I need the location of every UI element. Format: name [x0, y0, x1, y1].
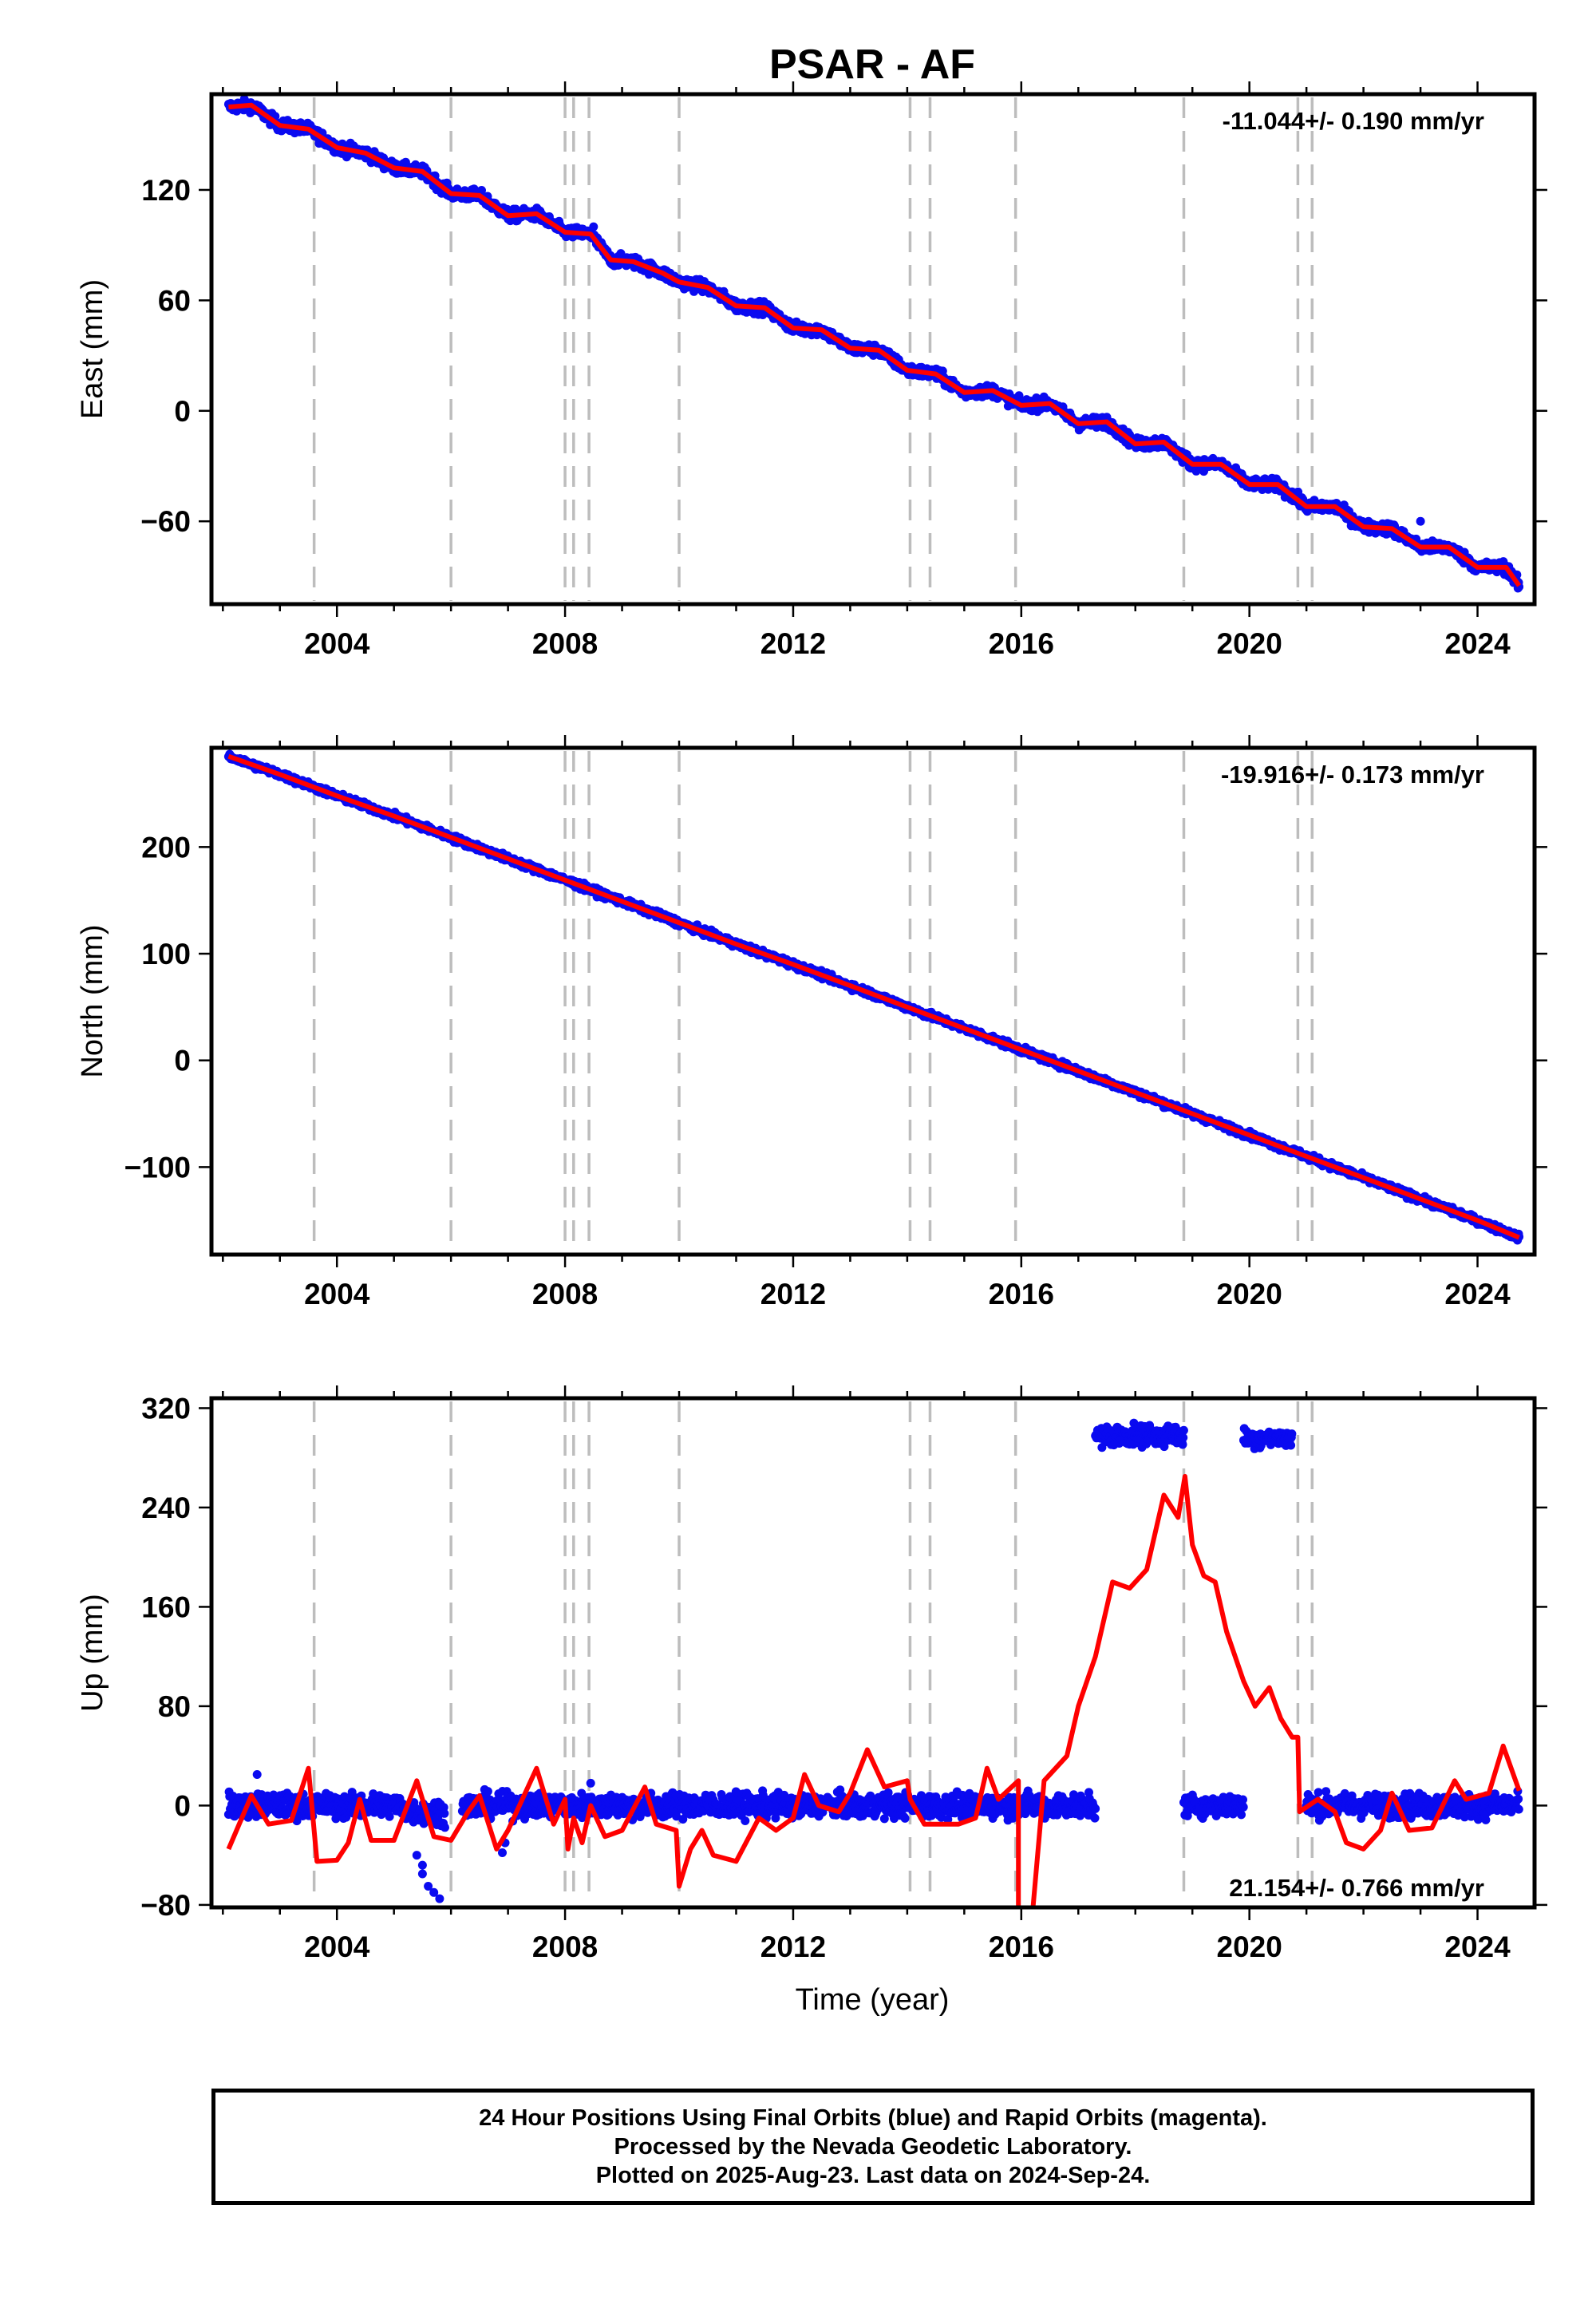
y-tick-label: 200 [141, 831, 191, 864]
x-tick-label: 2016 [989, 1278, 1054, 1310]
x-tick-label: 2004 [304, 627, 370, 660]
x-tick-label: 2004 [304, 1278, 370, 1310]
x-tick-label: 2020 [1217, 1278, 1282, 1310]
model-line [228, 102, 1522, 587]
x-tick-label: 2024 [1444, 627, 1511, 660]
panel-north: 2004 2008 2012 2016 2020 2024 −100 0 100 200 North… [76, 735, 1547, 1310]
x-tick-label: 2008 [532, 627, 598, 660]
x-tick-label: 2016 [989, 627, 1054, 660]
model-line [227, 753, 1520, 1240]
data-points [223, 1418, 1523, 1903]
panel-east: 2004 2008 2012 2016 2020 2024 −60 0 60 120 East (m… [76, 81, 1547, 660]
plot-frame [209, 92, 1537, 607]
y-tick-label: 120 [141, 174, 191, 207]
x-tick-label: 2012 [760, 627, 826, 660]
y-tick-label: 100 [141, 938, 191, 970]
y-tick-label: −100 [124, 1151, 191, 1184]
plot-frame [209, 745, 1537, 1257]
y-tick-label: 0 [174, 1045, 191, 1077]
y-axis-label: North (mm) [76, 924, 109, 1077]
rate-label: -19.916+/- 0.173 mm/yr [1221, 761, 1484, 788]
data-point-outlier [589, 222, 598, 231]
x-tick-label: 2012 [760, 1278, 826, 1310]
y-axis-label: East (mm) [76, 279, 109, 419]
chart-title: PSAR - AF [769, 41, 975, 88]
data-point-outlier [1416, 516, 1425, 526]
y-tick-label: 0 [174, 395, 191, 428]
x-tick-label: 2020 [1217, 627, 1282, 660]
rate-label: -11.044+/- 0.190 mm/yr [1223, 107, 1484, 135]
y-tick-label: 60 [158, 284, 191, 317]
panels-group: 2004 2008 2012 2016 2020 2024 −60 0 60 120 East (m… [76, 81, 1547, 1963]
x-tick-label: 2024 [1444, 1278, 1511, 1310]
panel-up: 2004 2008 2012 2016 2020 2024−80080160240320U… [76, 1385, 1547, 1963]
y-tick-label: −60 [140, 505, 191, 538]
x-tick-label: 2008 [532, 1278, 598, 1310]
data-point [477, 186, 486, 195]
